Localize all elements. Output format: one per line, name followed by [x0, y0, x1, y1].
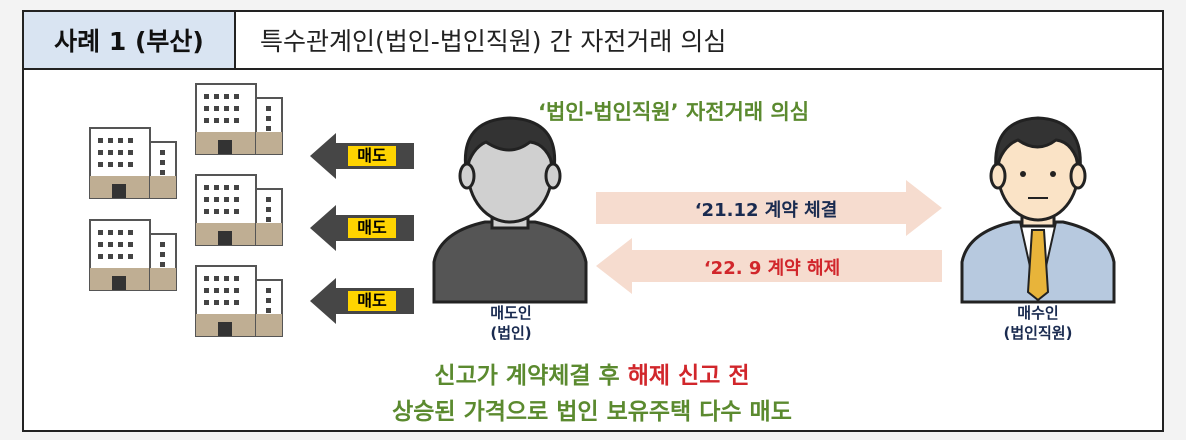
seller-caption: 매도인 (법인)	[466, 303, 556, 343]
seller-label: 매도인	[490, 304, 532, 322]
sell-arrow-label: 매도	[357, 218, 387, 237]
sell-arrow-label: 매도	[357, 291, 387, 310]
sell-arrow-2: 매도	[310, 205, 414, 251]
seller-sub: (법인)	[490, 324, 532, 342]
bottom-line-1-b: 해제 신고 전	[627, 363, 750, 389]
case-label: 사례 1 (부산)	[24, 12, 236, 68]
bottom-line-1: 신고가 계약체결 후 해제 신고 전	[22, 356, 1162, 390]
bottom-line-2: 상승된 가격으로 법인 보유주택 다수 매도	[392, 399, 792, 425]
cancel-arrow: ‘22. 9 계약 해제	[596, 238, 942, 294]
building-icon	[195, 83, 283, 155]
building-icon	[195, 265, 283, 337]
cancel-label: ‘22. 9 계약 해제	[704, 257, 840, 279]
building-icon	[89, 219, 177, 291]
case-panel: 사례 1 (부산) 특수관계인(법인-법인직원) 간 자전거래 의심	[22, 10, 1164, 432]
sell-arrow-label: 매도	[357, 146, 387, 165]
buyer-label: 매수인	[1017, 304, 1059, 322]
contract-arrow: ‘21.12 계약 체결	[596, 180, 942, 236]
seller-icon	[432, 116, 588, 304]
header: 사례 1 (부산) 특수관계인(법인-법인직원) 간 자전거래 의심	[24, 12, 1162, 70]
building-icon	[89, 127, 177, 199]
buyer-caption: 매수인 (법인직원)	[978, 303, 1098, 343]
slogan: ‘법인-법인직원’ 자전거래 의심	[538, 100, 810, 124]
sell-arrow-3: 매도	[310, 278, 414, 324]
sell-arrow-1: 매도	[310, 133, 414, 179]
buyer-icon	[960, 116, 1116, 304]
bottom-line-1-a: 신고가 계약체결 후	[434, 363, 628, 389]
case-title: 특수관계인(법인-법인직원) 간 자전거래 의심	[260, 27, 727, 56]
buyer-sub: (법인직원)	[1003, 324, 1073, 342]
building-icon	[195, 174, 283, 246]
contract-label: ‘21.12 계약 체결	[695, 199, 838, 221]
